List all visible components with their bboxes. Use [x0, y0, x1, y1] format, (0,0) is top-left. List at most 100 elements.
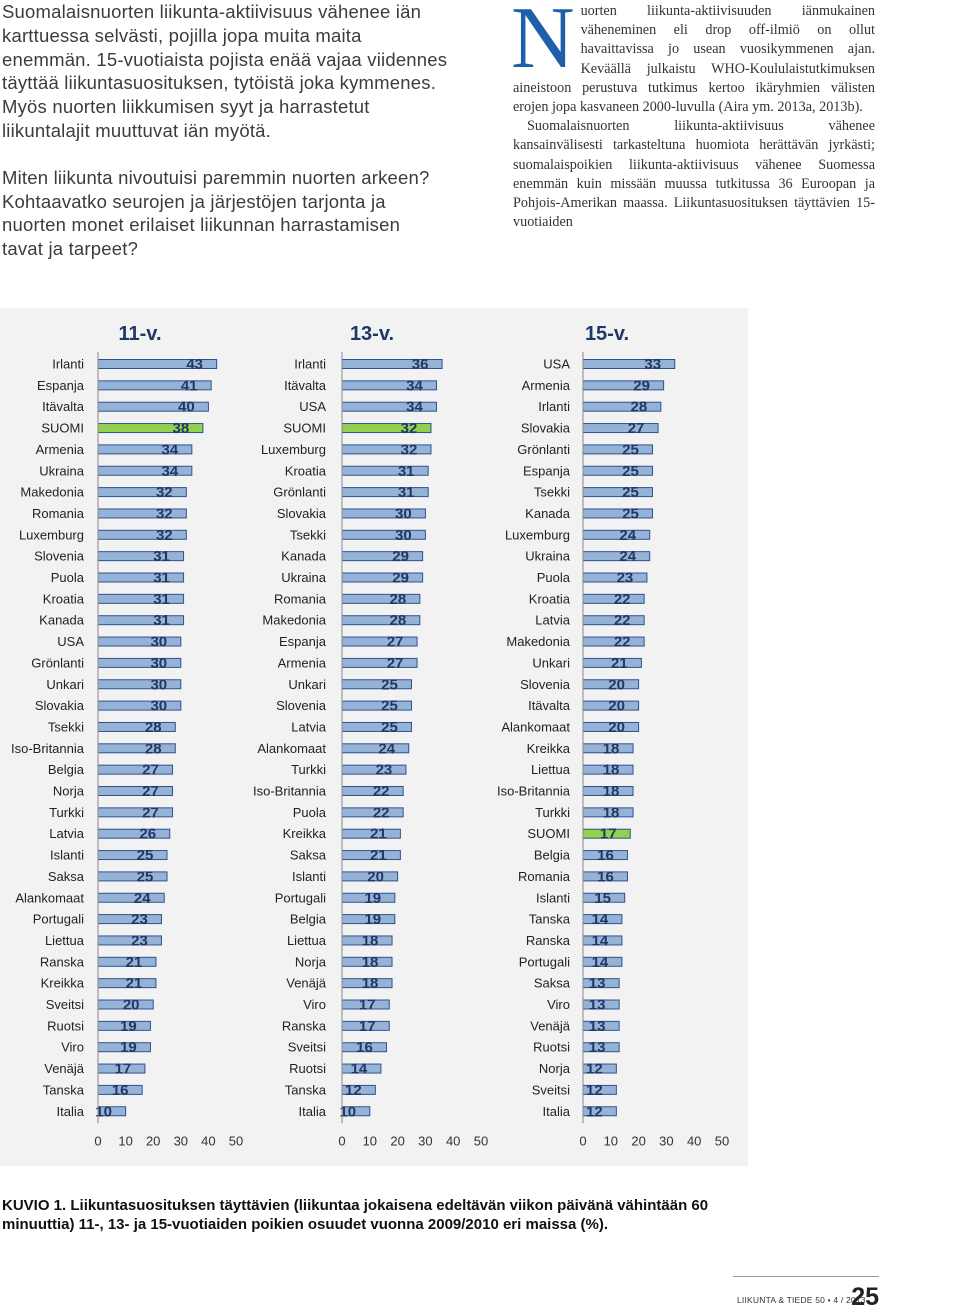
category-label: Kroatia [285, 463, 327, 478]
category-label: Romania [32, 506, 85, 521]
value-label: 31 [398, 484, 415, 501]
bar [97, 508, 187, 519]
category-label: Italia [57, 1104, 85, 1119]
value-label: 12 [345, 1082, 362, 1099]
value-label: 31 [153, 591, 170, 608]
category-label: Kroatia [529, 591, 571, 606]
value-label: 21 [370, 826, 387, 843]
bar [341, 657, 418, 668]
value-label: 16 [356, 1039, 373, 1056]
value-label: 14 [592, 954, 609, 971]
category-label: Saksa [534, 976, 571, 991]
value-label: 31 [398, 463, 415, 480]
category-label: Islanti [50, 848, 84, 863]
value-label: 34 [161, 463, 178, 480]
value-label: 19 [364, 911, 381, 928]
category-label: SUOMI [41, 421, 84, 436]
category-label: Ruotsi [289, 1061, 326, 1076]
value-label: 13 [589, 997, 606, 1014]
bar [97, 657, 182, 668]
value-label: 19 [364, 890, 381, 907]
bar [341, 551, 424, 562]
value-label: 40 [178, 399, 195, 416]
x-tick-label: 30 [659, 1133, 673, 1148]
bar [97, 572, 185, 583]
intro-line: karttuessa selvästi, pojilla jopa muita … [2, 24, 362, 46]
value-label: 20 [608, 676, 625, 693]
value-label: 18 [603, 804, 620, 821]
value-label: 18 [362, 954, 379, 971]
category-label: Slovakia [521, 421, 571, 436]
bar [582, 487, 653, 498]
category-label: Makedonia [262, 613, 326, 628]
caption-text: Liikuntasuosituksen täyttävien (liikunta… [2, 1197, 709, 1233]
value-label: 32 [401, 420, 418, 437]
category-label: Ruotsi [47, 1018, 84, 1033]
x-tick-label: 40 [446, 1133, 460, 1148]
category-label: Latvia [291, 719, 326, 734]
value-label: 13 [589, 1018, 606, 1035]
category-label: Ruotsi [533, 1040, 570, 1055]
category-label: Tsekki [534, 485, 570, 500]
bar [341, 465, 429, 476]
bar [97, 764, 174, 775]
intro-question-line: Miten liikunta nivoutuisi paremmin nuort… [2, 166, 430, 188]
category-label: Ukraina [525, 549, 571, 564]
bar [97, 487, 187, 498]
value-label: 25 [137, 847, 154, 864]
category-label: SUOMI [527, 826, 570, 841]
bar [97, 743, 176, 754]
figure-caption: KUVIO 1. Liikuntasuosituksen täyttävien … [2, 1196, 742, 1234]
x-tick-label: 40 [687, 1133, 701, 1148]
value-label: 31 [153, 570, 170, 587]
value-label: 10 [95, 1103, 112, 1120]
category-label: Saksa [290, 848, 327, 863]
value-label: 21 [126, 975, 143, 992]
value-label: 23 [131, 911, 148, 928]
category-label: Norja [53, 784, 85, 799]
intro-question-line: Kohtaavatko seurojen ja järjestöjen tarj… [2, 190, 386, 212]
bar [97, 529, 187, 540]
bar [341, 593, 421, 604]
category-label: Belgia [290, 912, 327, 927]
category-label: Slovenia [520, 677, 571, 692]
category-label: Ranska [526, 933, 571, 948]
value-label: 22 [373, 804, 390, 821]
category-label: Unkari [532, 655, 570, 670]
value-label: 25 [137, 868, 154, 885]
category-label: Makedonia [506, 634, 570, 649]
category-label: Iso-Britannia [497, 784, 571, 799]
value-label: 21 [126, 954, 143, 971]
value-label: 27 [387, 634, 404, 651]
category-label: Espanja [37, 378, 85, 393]
value-label: 19 [120, 1018, 137, 1035]
bar [582, 529, 651, 540]
category-label: Venäjä [530, 1018, 571, 1033]
value-label: 27 [387, 655, 404, 672]
value-label: 32 [156, 484, 173, 501]
x-tick-label: 40 [201, 1133, 215, 1148]
category-label: Latvia [49, 826, 84, 841]
category-label: Armenia [278, 655, 327, 670]
x-tick-label: 20 [631, 1133, 645, 1148]
value-label: 24 [378, 740, 395, 757]
category-label: Viro [547, 997, 570, 1012]
chart-title: 15-v. [585, 323, 629, 345]
category-label: Tsekki [48, 719, 84, 734]
category-label: Ukraina [281, 570, 327, 585]
bar [97, 551, 185, 562]
bar [341, 636, 418, 647]
value-label: 25 [381, 698, 398, 715]
chart-title: 13-v. [350, 323, 394, 345]
x-tick-label: 30 [418, 1133, 432, 1148]
bar [341, 615, 421, 626]
value-label: 12 [586, 1082, 603, 1099]
x-tick-label: 50 [229, 1133, 243, 1148]
value-label: 30 [150, 634, 167, 651]
category-label: Norja [539, 1061, 571, 1076]
x-tick-label: 30 [174, 1133, 188, 1148]
x-tick-label: 20 [390, 1133, 404, 1148]
category-label: Luxemburg [19, 527, 84, 542]
bar [582, 551, 651, 562]
bar [582, 572, 648, 583]
